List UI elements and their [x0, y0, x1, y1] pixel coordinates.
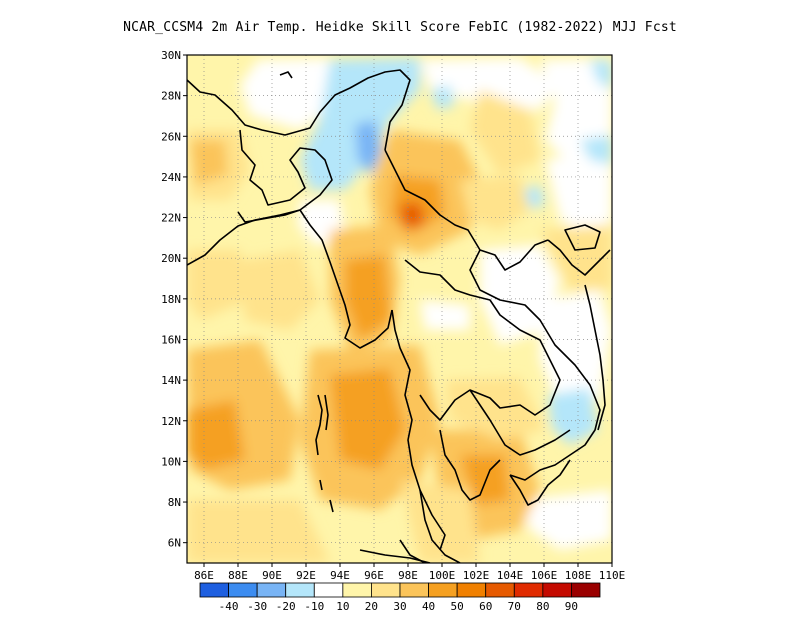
lat-tick-label: 30N	[161, 49, 181, 62]
lon-tick-label: 98E	[398, 569, 418, 582]
map-frame	[186, 54, 613, 564]
colorbar-swatch	[371, 582, 401, 598]
lat-tick-label: 28N	[161, 90, 181, 103]
colorbar-swatch	[399, 582, 429, 598]
lat-tick-label: 12N	[161, 415, 181, 428]
colorbar-label: 60	[479, 600, 492, 613]
lon-tick-label: 108E	[565, 569, 592, 582]
colorbar-label: 40	[422, 600, 435, 613]
lon-tick-label: 92E	[296, 569, 316, 582]
lon-tick-label: 90E	[262, 569, 282, 582]
map-title: NCAR_CCSM4 2m Air Temp. Heidke Skill Sco…	[123, 20, 677, 35]
colorbar-swatch	[313, 582, 344, 598]
lat-tick-label: 14N	[161, 374, 181, 387]
colorbar-label: 50	[451, 600, 464, 613]
colorbar-label: 80	[536, 600, 549, 613]
map-gridlines	[187, 55, 612, 563]
lon-tick-label: 110E	[599, 569, 626, 582]
lon-tick-label: 86E	[194, 569, 214, 582]
colorbar-label: -40	[219, 600, 239, 613]
colorbar-swatch	[485, 582, 515, 598]
lon-tick-label: 106E	[531, 569, 558, 582]
lat-tick-label: 8N	[168, 496, 181, 509]
colorbar-swatch	[456, 582, 487, 598]
colorbar-swatch	[342, 582, 372, 598]
lon-tick-label: 88E	[228, 569, 248, 582]
colorbar-label: -10	[304, 600, 324, 613]
colorbar-label: 70	[508, 600, 521, 613]
latitude-axis: 30N 28N 26N 24N 22N 20N 18N 16N 14N 12N 10N 8N 6N	[161, 49, 187, 550]
skill-score-field	[187, 55, 612, 563]
longitude-axis: 86E 88E 90E 92E 94E 96E 98E 100E 102E 104E 106E 108…	[194, 563, 625, 582]
colorbar-label: -20	[276, 600, 296, 613]
colorbar-swatch	[542, 582, 572, 598]
colorbar-swatch	[513, 582, 544, 598]
colorbar-label: 10	[336, 600, 349, 613]
lat-tick-label: 18N	[161, 293, 181, 306]
colorbar-label: 90	[565, 600, 578, 613]
lon-tick-label: 104E	[497, 569, 524, 582]
lon-tick-label: 100E	[429, 569, 456, 582]
lat-tick-label: 24N	[161, 171, 181, 184]
colorbar-label: -30	[247, 600, 267, 613]
lon-tick-label: 94E	[330, 569, 350, 582]
lat-tick-label: 22N	[161, 212, 181, 225]
lat-tick-label: 20N	[161, 252, 181, 265]
lon-tick-label: 102E	[463, 569, 490, 582]
colorbar-label: 20	[365, 600, 378, 613]
colorbar-swatch	[199, 582, 229, 598]
colorbar-swatch	[256, 582, 287, 598]
colorbar-swatch	[285, 582, 315, 598]
lat-tick-label: 16N	[161, 333, 181, 346]
lat-tick-label: 26N	[161, 130, 181, 143]
colorbar-swatch	[571, 582, 601, 598]
colorbar-label: 30	[393, 600, 406, 613]
lat-tick-label: 10N	[161, 455, 181, 468]
color-legend: -40 -30 -20 -10 10 20 30 40 50 60 70 80 90	[199, 582, 601, 613]
coastlines-and-borders	[187, 69, 611, 563]
colorbar-swatch	[228, 582, 258, 598]
lon-tick-label: 96E	[364, 569, 384, 582]
colorbar-swatch	[428, 582, 458, 598]
lat-tick-label: 6N	[168, 537, 181, 550]
